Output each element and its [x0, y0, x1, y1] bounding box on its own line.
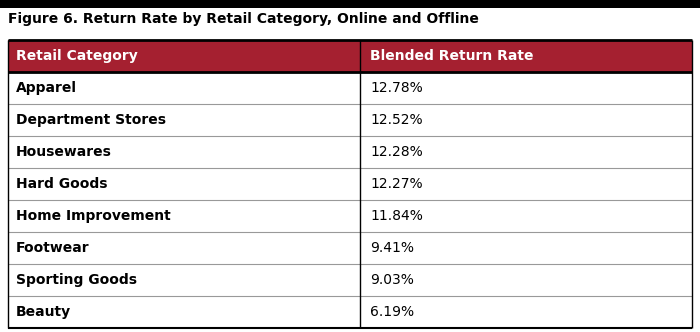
Bar: [8, 40, 692, 72]
Text: 12.27%: 12.27%: [370, 177, 423, 191]
Text: Figure 6. Return Rate by Retail Category, Online and Offline: Figure 6. Return Rate by Retail Category…: [8, 12, 479, 26]
Text: 6.19%: 6.19%: [370, 305, 414, 319]
Text: 11.84%: 11.84%: [370, 209, 423, 223]
Text: Housewares: Housewares: [16, 145, 112, 159]
Text: 12.28%: 12.28%: [370, 145, 423, 159]
Text: Home Improvement: Home Improvement: [16, 209, 171, 223]
Text: 12.78%: 12.78%: [370, 81, 423, 95]
Text: Apparel: Apparel: [16, 81, 77, 95]
Text: Beauty: Beauty: [16, 305, 71, 319]
Text: Sporting Goods: Sporting Goods: [16, 273, 137, 287]
Text: 12.52%: 12.52%: [370, 113, 423, 127]
Bar: [0, 0, 700, 8]
Text: 9.03%: 9.03%: [370, 273, 414, 287]
Text: Hard Goods: Hard Goods: [16, 177, 108, 191]
Text: Footwear: Footwear: [16, 241, 90, 255]
Text: Retail Category: Retail Category: [16, 49, 138, 63]
Text: Department Stores: Department Stores: [16, 113, 166, 127]
Text: 9.41%: 9.41%: [370, 241, 414, 255]
Text: Blended Return Rate: Blended Return Rate: [370, 49, 534, 63]
